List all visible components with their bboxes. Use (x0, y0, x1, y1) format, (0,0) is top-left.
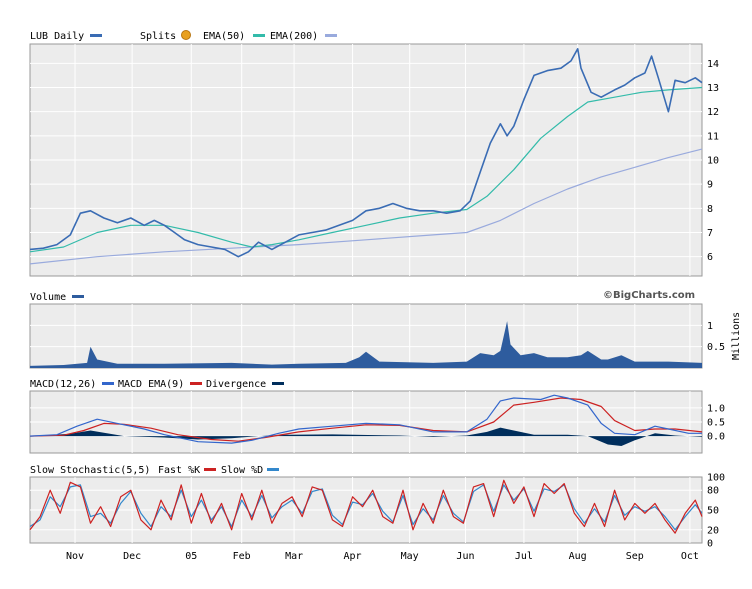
price-y-tick-6: 12 (707, 107, 719, 118)
price-series (29, 47, 703, 265)
x-tick-6: May (401, 551, 419, 562)
volume-y-tick-0: 0.5 (707, 342, 725, 353)
price-y-tick-0: 6 (707, 252, 713, 263)
price-legend-label-1: Splits (140, 31, 176, 42)
stoch-legend-label-2: Slow %D (221, 465, 263, 476)
stoch-y-tick-0: 0 (707, 539, 713, 550)
macd-series (29, 394, 703, 446)
price-y-tick-3: 9 (707, 180, 713, 191)
price-y-ticks: 6 7 8 9 10 11 12 13 14 (707, 59, 719, 263)
price-y-tick-7: 13 (707, 83, 719, 94)
volume-area (30, 321, 702, 368)
stoch-legend: Slow Stochastic(5,5) Fast %K Slow %D (30, 465, 279, 476)
ema200-line (29, 148, 703, 265)
stoch-y-tick-1: 20 (707, 525, 719, 536)
price-legend-label-0: LUB Daily (30, 31, 84, 42)
x-tick-11: Oct (681, 551, 699, 562)
macd-line (29, 394, 702, 444)
price-legend-label-2: EMA(50) (203, 31, 245, 42)
splits-icon (181, 30, 191, 40)
price-legend-swatch-0 (90, 34, 102, 37)
price-y-tick-2: 8 (707, 204, 713, 215)
price-legend: LUB Daily Splits EMA(50) EMA(200) (30, 30, 337, 42)
macd-y-tick-2: 1.0 (707, 403, 725, 414)
stoch-legend-swatch-2 (267, 468, 279, 471)
x-tick-8: Jul (515, 551, 533, 562)
macd-divergence-area (30, 427, 702, 446)
stoch-series (29, 479, 703, 534)
stoch-y-tick-3: 80 (707, 486, 719, 497)
macd-legend: MACD(12,26) MACD EMA(9) Divergence (30, 379, 284, 390)
volume-legend-swatch (72, 295, 84, 298)
price-y-tick-8: 14 (707, 59, 719, 70)
price-y-tick-1: 7 (707, 228, 713, 239)
price-legend-label-3: EMA(200) (270, 31, 318, 42)
macd-legend-swatch-1 (190, 382, 202, 385)
ema50-line (29, 86, 703, 253)
macd-legend-swatch-2 (272, 382, 284, 385)
stoch-legend-label-0: Slow Stochastic(5,5) (30, 465, 150, 476)
macd-legend-label-2: Divergence (206, 379, 266, 390)
volume-y-tick-1: 1 (707, 321, 713, 332)
stoch-fast-line (29, 479, 703, 534)
x-tick-9: Aug (569, 551, 587, 562)
x-tick-1: Dec (123, 551, 141, 562)
x-tick-10: Sep (626, 551, 644, 562)
price-line (29, 47, 703, 258)
macd-y-ticks: 0.0 0.5 1.0 (707, 403, 725, 442)
macd-y-tick-1: 0.5 (707, 418, 725, 429)
price-legend-swatch-2 (253, 34, 265, 37)
macd-legend-label-0: MACD(12,26) (30, 379, 96, 390)
stoch-legend-label-1: Fast %K (158, 465, 200, 476)
brand-watermark: ©BigCharts.com (603, 290, 695, 301)
volume-grid (30, 304, 702, 368)
volume-y-ticks: 0.51 (707, 321, 725, 353)
volume-legend-label: Volume (30, 292, 66, 303)
stoch-legend-swatch-1 (204, 468, 216, 471)
price-y-tick-5: 11 (707, 131, 719, 142)
x-tick-5: Apr (344, 551, 362, 562)
volume-units-label: Millions (731, 312, 742, 360)
stoch-y-tick-2: 50 (707, 506, 719, 517)
price-legend-swatch-3 (325, 34, 337, 37)
x-tick-7: Jun (456, 551, 474, 562)
x-tick-4: Mar (285, 551, 303, 562)
macd-legend-swatch-0 (102, 382, 114, 385)
x-tick-2: 05 (185, 551, 197, 562)
x-tick-3: Feb (233, 551, 251, 562)
x-axis-month-labels: Nov Dec 05 Feb Mar Apr May Jun Jul Aug Sep Oct (66, 551, 699, 562)
macd-y-tick-0: 0.0 (707, 432, 725, 443)
x-tick-0: Nov (66, 551, 84, 562)
volume-series (30, 321, 702, 368)
price-y-tick-4: 10 (707, 156, 719, 167)
stoch-y-tick-4: 100 (707, 473, 725, 484)
price-grid (30, 44, 702, 276)
macd-legend-label-1: MACD EMA(9) (118, 379, 184, 390)
stoch-y-ticks: 0 20 50 80 100 (707, 473, 725, 550)
